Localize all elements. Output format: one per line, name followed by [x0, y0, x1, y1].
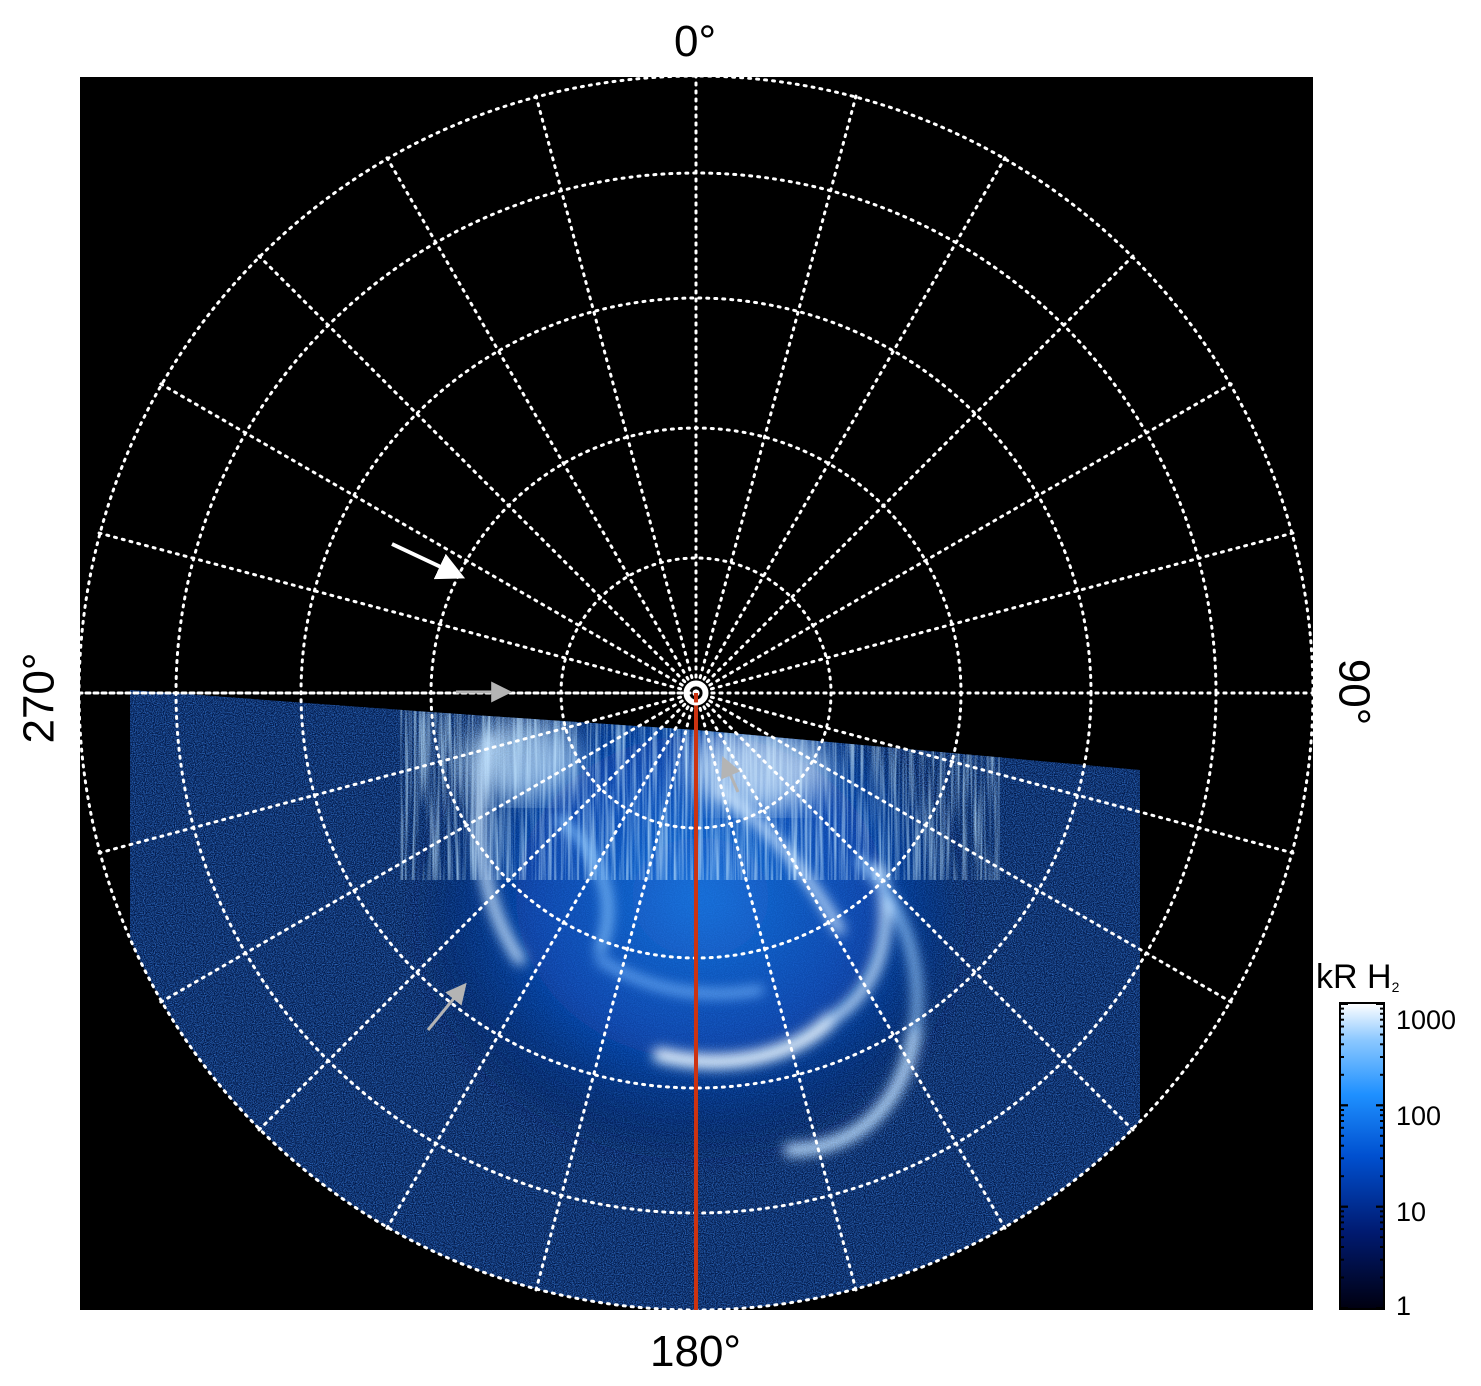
colorbar-tick-100: 100 — [1396, 1101, 1442, 1131]
label-90-deg: 90° — [1329, 658, 1379, 726]
grid-meridian — [694, 691, 1297, 855]
grid-meridian — [256, 253, 698, 695]
colorbar-title-subscript: 2 — [1391, 979, 1400, 995]
label-0-deg: 0° — [674, 17, 717, 66]
grid-meridian — [157, 381, 698, 695]
gray-arrow-center — [721, 756, 741, 793]
auroral-emission — [130, 690, 1140, 1310]
grid-meridian — [384, 691, 698, 1232]
grid-meridian — [256, 691, 698, 1133]
grid-meridian — [694, 691, 1235, 1005]
grid-meridian — [694, 531, 1297, 695]
colorbar-title-text: kR H — [1316, 958, 1392, 996]
grid-meridian — [694, 691, 1008, 1232]
grid-meridian — [694, 691, 858, 1294]
pole-marker — [683, 680, 709, 706]
label-180-deg: 180° — [650, 1327, 742, 1376]
colorbar-title: kR H2 — [1316, 960, 1399, 994]
grid-meridian — [534, 92, 698, 695]
colorbar-gradient — [1339, 1002, 1385, 1310]
grid-meridian — [157, 691, 698, 1005]
grid-meridian — [694, 691, 1136, 1133]
colorbar-tick-1000: 1000 — [1396, 1005, 1457, 1035]
colorbar-tick-1: 1 — [1396, 1291, 1412, 1321]
colorbar-tick-10: 10 — [1396, 1197, 1427, 1227]
gray-arrow-lower — [426, 982, 467, 1031]
grid-meridian — [694, 154, 1008, 695]
colorbar — [1339, 1002, 1385, 1310]
grid-meridian — [694, 381, 1235, 695]
grid-meridian — [95, 531, 698, 695]
grid-meridian — [534, 691, 698, 1294]
label-270-deg: 270° — [14, 652, 64, 744]
grid-meridian — [694, 253, 1136, 695]
grid-meridian — [694, 92, 858, 695]
grid-meridian — [95, 691, 698, 855]
white-arrow — [391, 542, 466, 580]
grid-meridian — [384, 154, 698, 695]
